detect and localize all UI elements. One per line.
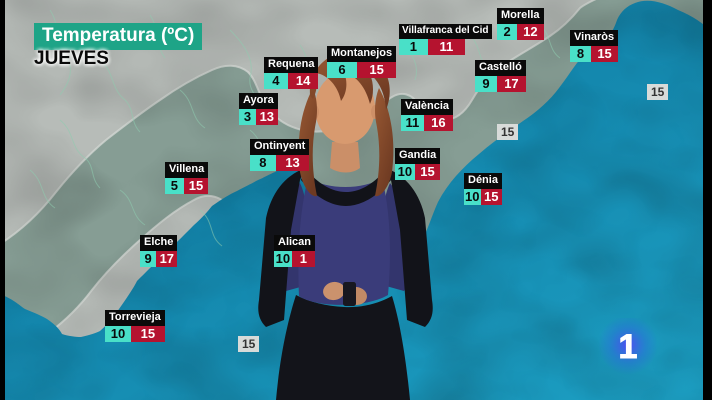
svg-text:1: 1 [619,328,638,366]
